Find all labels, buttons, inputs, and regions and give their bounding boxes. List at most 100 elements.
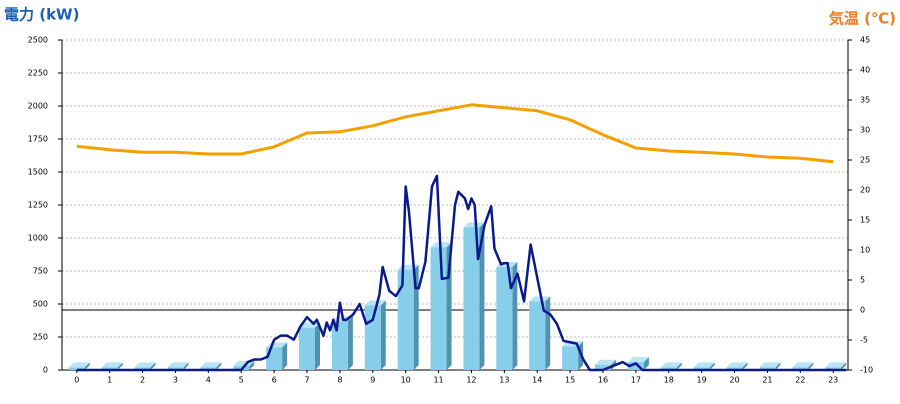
x-tick-label: 7: [304, 376, 309, 385]
bar: [562, 346, 579, 370]
bar-top: [660, 362, 682, 368]
bar-top: [759, 362, 781, 368]
bar: [233, 366, 250, 370]
bar: [825, 367, 842, 370]
y2-tick-label: 45: [860, 36, 870, 45]
y2-tick-label: 40: [860, 66, 870, 75]
bar-side: [676, 362, 682, 370]
bar-top: [364, 300, 386, 306]
bar: [594, 364, 611, 370]
y2-tick-label: 0: [860, 306, 865, 315]
bar-side: [347, 316, 353, 370]
bar-side: [282, 342, 288, 370]
bar-top: [134, 362, 156, 368]
y-tick-label: 2500: [28, 36, 48, 45]
y-tick-label: 1250: [28, 201, 48, 210]
x-tick-label: 16: [598, 376, 608, 385]
y2-tick-label: 10: [860, 246, 870, 255]
y2-tick-label: 20: [860, 186, 870, 195]
y-tick-label: 1750: [28, 135, 48, 144]
bar-top: [792, 362, 814, 368]
bar-top: [594, 359, 616, 365]
y-tick-label: 500: [33, 300, 48, 309]
bar-side: [545, 296, 551, 370]
y-tick-label: 2000: [28, 102, 48, 111]
x-tick-label: 4: [206, 376, 211, 385]
x-tick-label: 13: [499, 376, 509, 385]
x-tick-label: 21: [762, 376, 772, 385]
y2-tick-label: 30: [860, 126, 870, 135]
bar: [660, 367, 677, 370]
bar-side: [808, 362, 814, 370]
y2-tick-label: 35: [860, 96, 870, 105]
bar-side: [841, 362, 847, 370]
bar: [397, 269, 414, 370]
bar-side: [183, 362, 189, 370]
bar-top: [693, 362, 715, 368]
x-tick-label: 9: [370, 376, 375, 385]
bar: [430, 247, 447, 370]
x-tick-label: 15: [565, 376, 575, 385]
y-axis-title: 電力 (kW): [4, 6, 79, 24]
bar-top: [825, 362, 847, 368]
x-tick-label: 20: [729, 376, 739, 385]
bar-top: [101, 362, 123, 368]
bar-side: [709, 362, 715, 370]
bar-side: [117, 362, 123, 370]
y-tick-label: 1000: [28, 234, 48, 243]
x-tick-label: 8: [337, 376, 342, 385]
bar: [299, 327, 316, 370]
bar: [693, 367, 710, 370]
bar-side: [84, 362, 90, 370]
x-tick-label: 5: [239, 376, 244, 385]
bar-top: [726, 362, 748, 368]
y2-axis-title: 気温 (℃): [829, 10, 896, 28]
temperature-line: [76, 103, 834, 164]
y-tick-label: 2250: [28, 69, 48, 78]
x-tick-label: 1: [107, 376, 112, 385]
bar: [331, 321, 348, 370]
x-tick-label: 22: [795, 376, 805, 385]
bar-side: [775, 362, 781, 370]
x-tick-label: 23: [828, 376, 838, 385]
y2-tick-label: 15: [860, 216, 870, 225]
bar-top: [529, 296, 551, 302]
y-tick-label: 250: [33, 333, 48, 342]
bar-side: [216, 362, 222, 370]
bar-side: [742, 362, 748, 370]
bar: [759, 367, 776, 370]
x-tick-label: 2: [140, 376, 145, 385]
bar-side: [380, 300, 386, 370]
x-tick-label: 17: [631, 376, 641, 385]
x-tick-label: 19: [697, 376, 707, 385]
bar-top: [200, 362, 222, 368]
x-tick-label: 6: [272, 376, 277, 385]
x-tick-label: 10: [401, 376, 411, 385]
bar: [627, 362, 644, 370]
x-tick-label: 12: [466, 376, 476, 385]
y-tick-label: 0: [43, 366, 48, 375]
y2-tick-label: 5: [860, 276, 865, 285]
bar-side: [479, 222, 485, 370]
y-tick-label: 750: [33, 267, 48, 276]
x-tick-label: 11: [433, 376, 443, 385]
bar: [68, 367, 85, 370]
y2-tick-label: 25: [860, 156, 870, 165]
x-tick-label: 14: [532, 376, 542, 385]
y2-tick-label: -10: [860, 366, 873, 375]
bar: [496, 267, 513, 370]
bar: [529, 301, 546, 370]
x-tick-label: 18: [664, 376, 674, 385]
bar-top: [463, 222, 485, 228]
bar-top: [167, 362, 189, 368]
bar-side: [643, 357, 649, 370]
bar: [200, 367, 217, 370]
bar-side: [315, 322, 321, 370]
x-tick-label: 3: [173, 376, 178, 385]
bar-side: [413, 264, 419, 370]
bar: [101, 367, 118, 370]
bar: [134, 367, 151, 370]
bar-top: [627, 357, 649, 363]
bar: [792, 367, 809, 370]
